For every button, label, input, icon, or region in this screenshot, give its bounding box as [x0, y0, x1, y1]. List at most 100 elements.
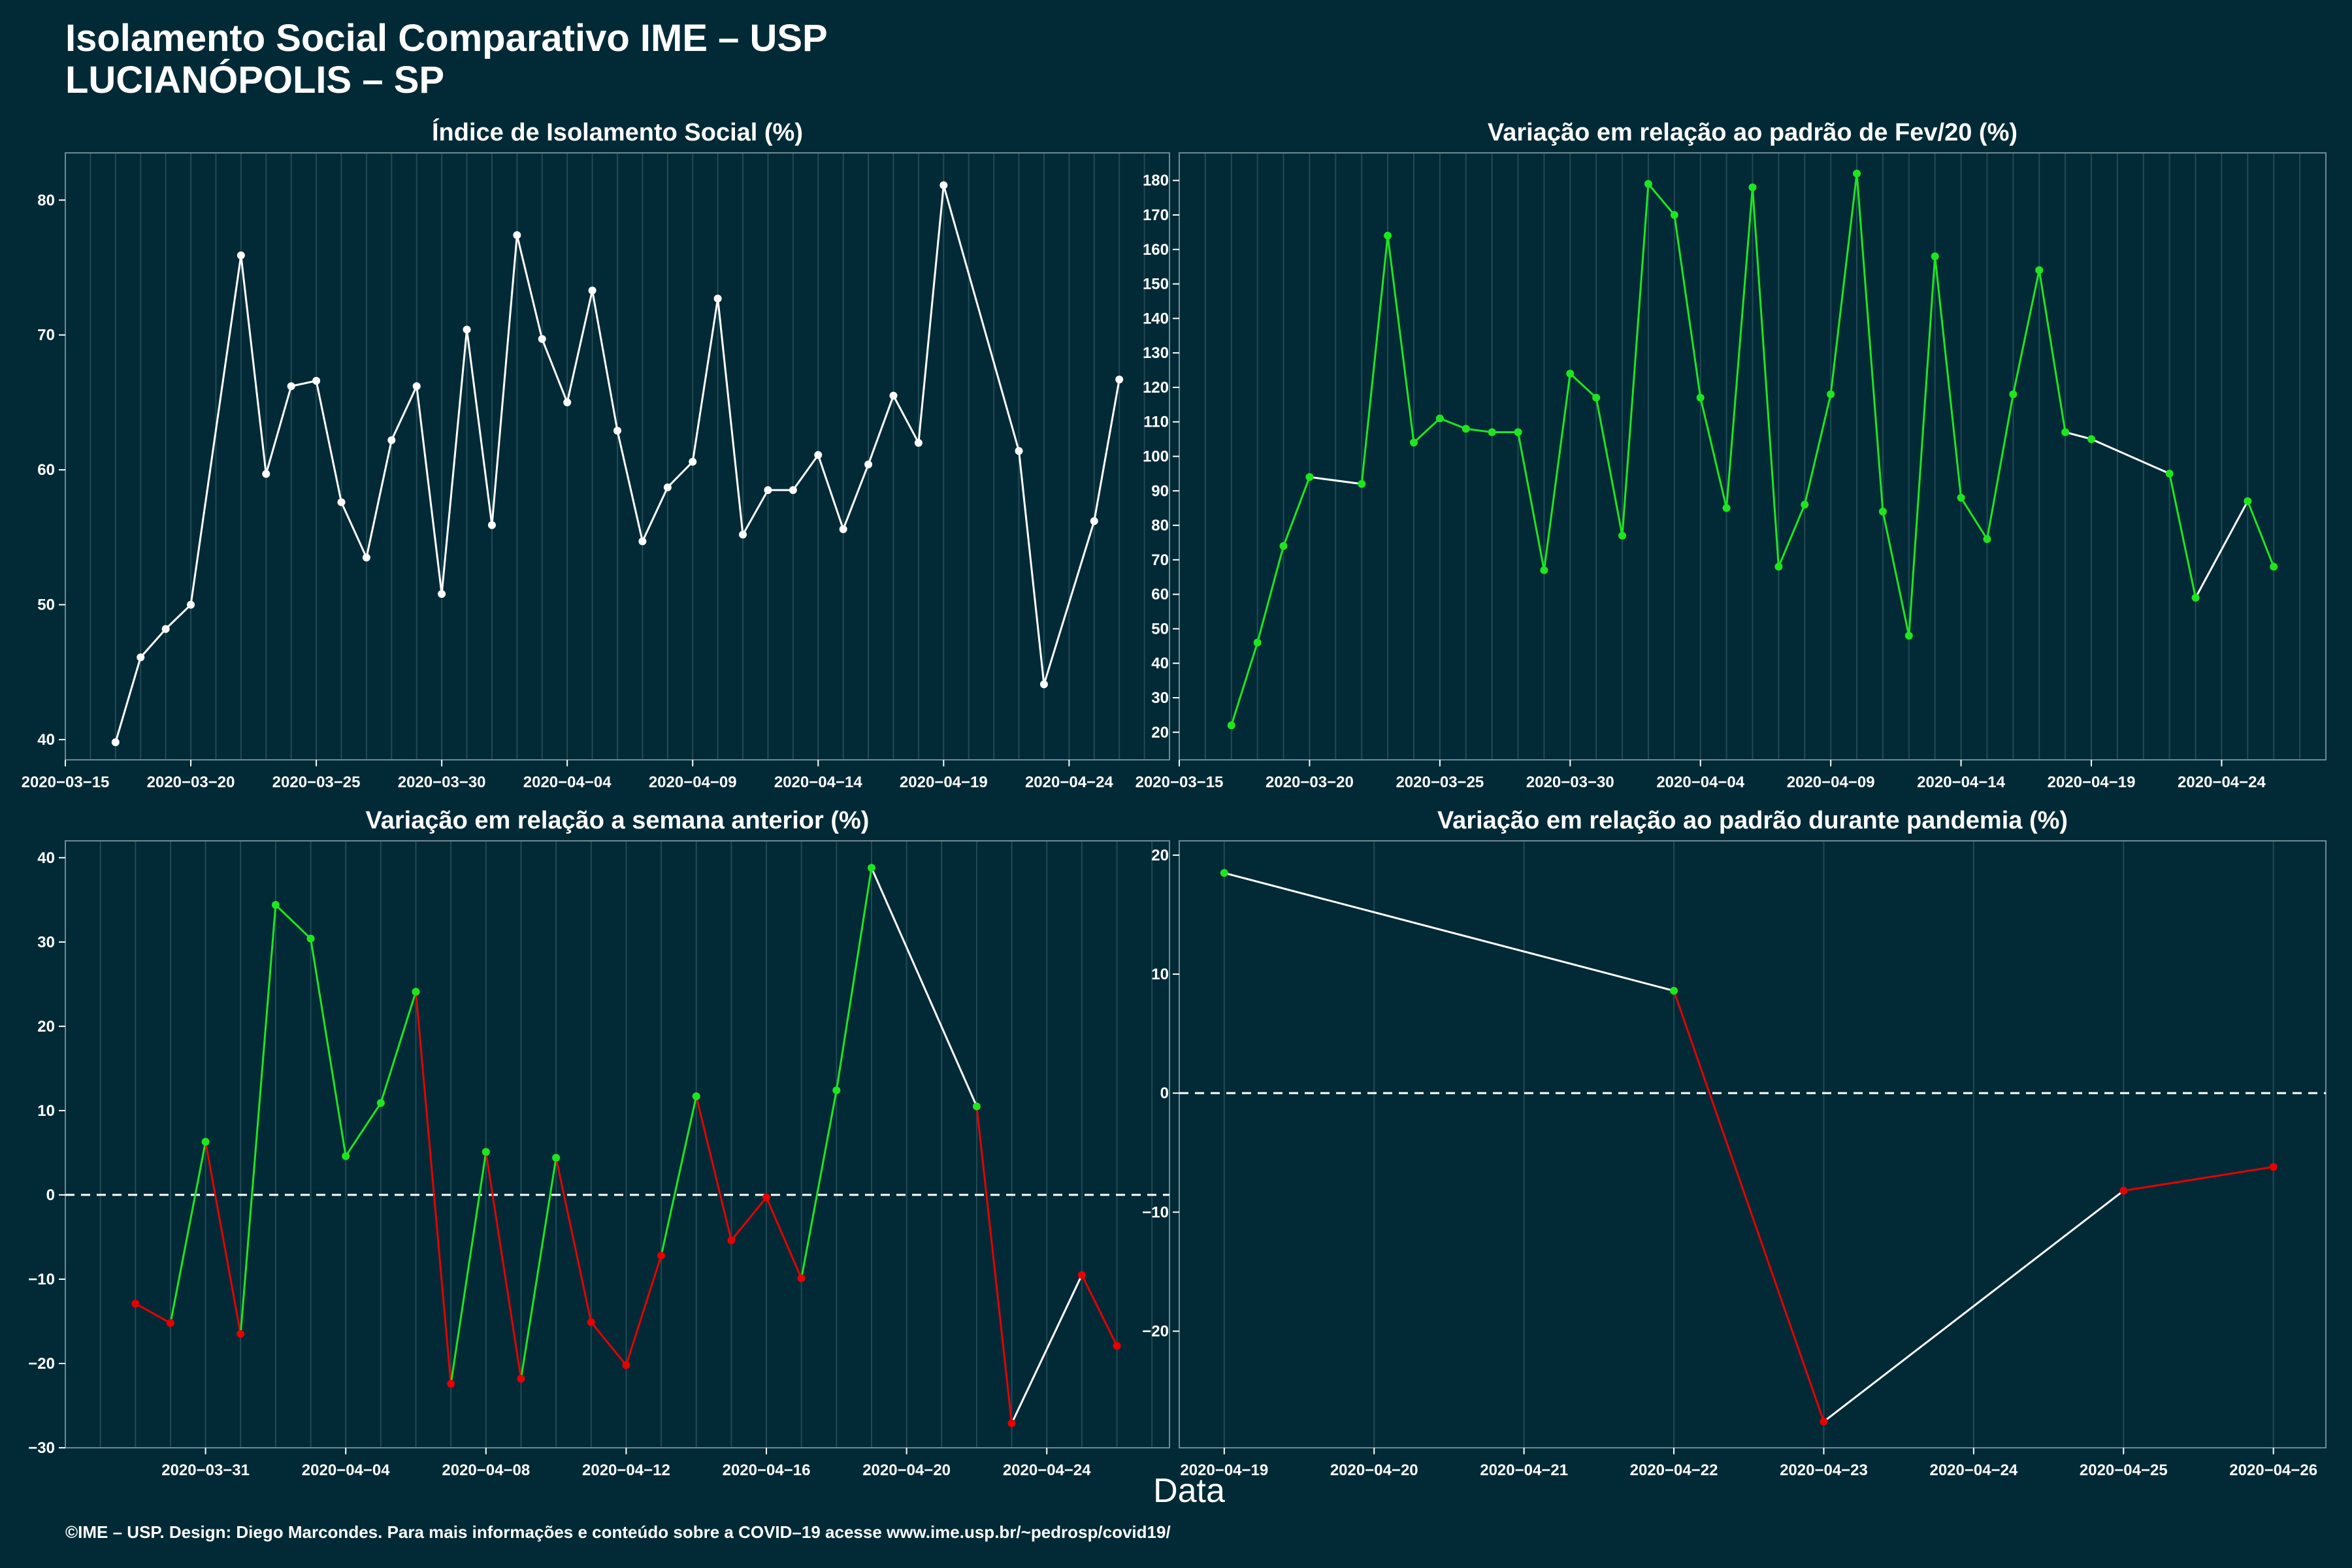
panel-1-line-segment	[140, 628, 167, 659]
panel-2-line-segment	[2012, 270, 2040, 395]
panel-2-line-segment	[1752, 187, 1780, 567]
panel-2-line-segment	[1803, 394, 1832, 505]
panel-1-line-segment	[1093, 379, 1120, 521]
panel-3-data-point	[867, 864, 875, 872]
panel-1-line-segment	[566, 290, 594, 403]
panel-1-data-point	[337, 498, 346, 506]
panel-3-line-segment	[274, 904, 312, 939]
panel-2-data-point	[2087, 435, 2096, 444]
panel-2-line-segment	[1699, 397, 1728, 509]
panel-2-line-segment	[1230, 642, 1259, 726]
panel-2-line-segment	[1725, 187, 1754, 508]
panel-2-xtick-label: 2020−03−15	[1135, 774, 1224, 791]
panel-3-data-point	[482, 1148, 490, 1156]
panel-4-xtick-label: 2020−04−26	[2229, 1462, 2317, 1479]
panel-1-data-point	[387, 436, 396, 444]
panel-1-ytick-label: 50	[37, 596, 55, 614]
panel-1-xtick-label: 2020−04−19	[900, 774, 988, 791]
panel-1-data-point	[839, 525, 847, 533]
panel-2-data-point	[1853, 169, 1861, 178]
panel-2-line-segment	[1517, 432, 1545, 570]
panel-2-data-point	[1462, 425, 1470, 433]
panel-1-line-segment	[1018, 451, 1045, 685]
panel-2-line-segment	[1413, 417, 1441, 444]
panel-2-line-segment	[1986, 394, 2014, 540]
panel-3-data-point	[447, 1379, 455, 1388]
panel-3-data-point	[1007, 1419, 1016, 1428]
panel-3-line-segment	[239, 904, 277, 1334]
panel-2-ytick-label: 170	[1143, 206, 1169, 224]
panel-1-data-point	[864, 460, 873, 468]
panel-4-data-point	[1220, 869, 1228, 877]
panel-3-line-segment	[135, 1303, 171, 1324]
panel-3-line-segment	[590, 1321, 627, 1366]
panel-2-line-segment	[1829, 173, 1858, 395]
panel-1-data-point	[287, 382, 295, 391]
panel-3-ytick-label: 40	[37, 849, 55, 867]
panel-3-line-segment	[380, 991, 417, 1103]
panel-1-xtick-label: 2020−04−09	[649, 774, 737, 791]
panel-3-data-point	[832, 1086, 841, 1094]
panel-1-line-segment	[416, 385, 443, 595]
panel-2-data-point	[2009, 390, 2017, 399]
panel-4-ytick-label: 20	[1151, 847, 1169, 864]
panel-1-frame	[65, 152, 1170, 760]
panel-2-data-point	[1253, 638, 1262, 647]
panel-1-line-segment	[240, 255, 267, 474]
panel-2-line-segment	[2038, 270, 2066, 433]
panel-3-data-point	[237, 1330, 245, 1338]
panel-1-data-point	[1039, 680, 1048, 689]
panel-3-line-segment	[1081, 1274, 1118, 1347]
panel-2-data-point	[1644, 180, 1652, 188]
panel-3-line-segment	[204, 1141, 242, 1335]
panel-1-line-segment	[892, 395, 920, 444]
panel-3-data-point	[342, 1152, 350, 1160]
panel-3-line-segment	[975, 1106, 1013, 1424]
panel-2-data-point	[1514, 428, 1522, 436]
panel-1-line-segment	[842, 464, 870, 530]
panel-2-data-point	[1592, 393, 1601, 402]
panel-2-ytick-label: 100	[1143, 448, 1169, 466]
panel-1-line-segment	[165, 604, 192, 630]
panel-2-data-point	[1670, 211, 1678, 220]
panel-1-line-segment	[541, 338, 568, 403]
panel-1-line-segment	[114, 657, 142, 743]
panel-1-data-point	[814, 451, 823, 459]
panel-1-data-point	[463, 325, 471, 334]
panel-2-line-segment	[1256, 546, 1284, 643]
panel-3-data-point	[166, 1319, 174, 1328]
panel-2-ytick-label: 110	[1143, 414, 1169, 431]
panel-3-xtick-label: 2020−04−20	[862, 1462, 951, 1479]
panel-4-data-point	[2269, 1163, 2278, 1171]
panel-2-ytick-label: 60	[1151, 586, 1169, 604]
panel-1-xtick-label: 2020−03−15	[22, 774, 110, 791]
panel-2-ytick-label: 160	[1143, 241, 1169, 259]
panel-3-data-point	[1113, 1341, 1121, 1350]
panel-2-xtick-label: 2020−04−09	[1787, 774, 1875, 791]
panel-2-line-segment	[2065, 431, 2092, 440]
panel-3-line-segment	[169, 1141, 207, 1324]
panel-2-line-segment	[1282, 476, 1311, 547]
panel-1-xtick-label: 2020−04−24	[1025, 774, 1113, 791]
panel-3-data-point	[692, 1092, 700, 1100]
panel-1-line-segment	[591, 290, 619, 431]
panel-2-ytick-label: 30	[1151, 689, 1169, 707]
panel-2-line-segment	[1882, 511, 1910, 636]
panel-3-data-point	[376, 1099, 385, 1107]
x-axis-caption: Data	[1153, 1472, 1225, 1510]
panel-1-line-segment	[365, 440, 393, 558]
panel-1-data-point	[111, 738, 120, 747]
panel-2-title: Variação em relação ao padrão de Fev/20 …	[1488, 119, 2017, 146]
panel-2-ytick-label: 140	[1143, 310, 1169, 327]
panel-2-line-segment	[1465, 427, 1492, 434]
panel-3-ytick-label: 10	[37, 1102, 55, 1120]
panel-1-line-segment	[315, 380, 342, 502]
panel-3-line-segment	[660, 1096, 698, 1256]
panel-1-data-point	[739, 531, 747, 539]
panel-1-data-point	[262, 470, 270, 478]
panel-1-title: Índice de Isolamento Social (%)	[432, 118, 803, 146]
panel-4-line-segment	[1673, 990, 1825, 1422]
panel-4-ytick-label: −20	[1142, 1322, 1169, 1340]
panel-1-line-segment	[265, 385, 293, 474]
panel-2-data-point	[1827, 390, 1835, 399]
